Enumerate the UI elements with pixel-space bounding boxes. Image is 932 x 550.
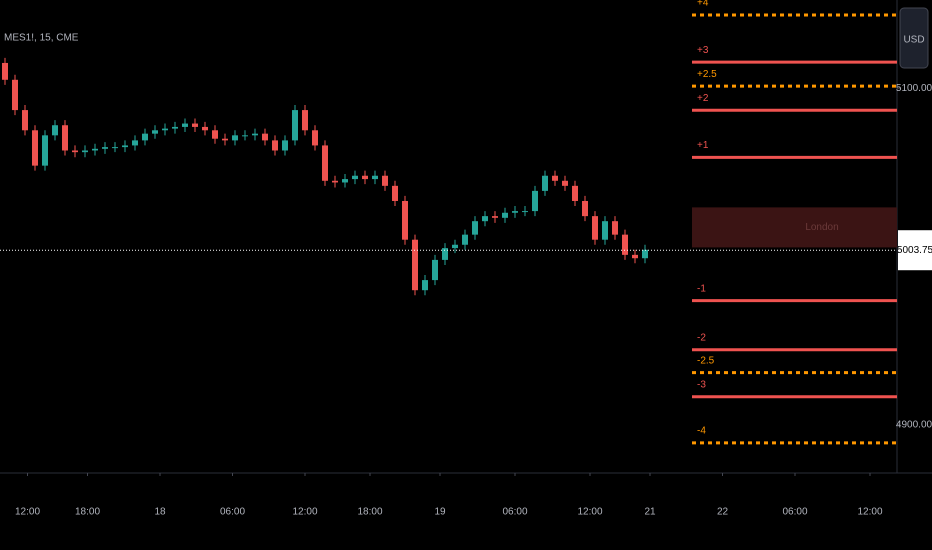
level-label: +2.5 xyxy=(697,69,717,80)
candle-body xyxy=(242,135,248,137)
candle-body xyxy=(632,254,638,259)
candle-body xyxy=(552,175,558,181)
x-tick-label: 21 xyxy=(644,507,656,518)
level-label: +2 xyxy=(697,93,709,104)
last-price-box xyxy=(898,230,932,271)
candle-body xyxy=(182,123,188,127)
level-label: -2 xyxy=(697,332,706,343)
symbol-title: MES1!, 15, CME xyxy=(4,33,79,44)
candle-body xyxy=(22,110,28,131)
candle-body xyxy=(412,239,418,291)
candle-body xyxy=(492,216,498,218)
level-label: -3 xyxy=(697,379,706,390)
candle-body xyxy=(392,185,398,201)
candle-body xyxy=(42,135,48,166)
candle-body xyxy=(602,221,608,240)
candle-body xyxy=(262,133,268,141)
candle-body xyxy=(192,123,198,127)
candle-body xyxy=(322,145,328,181)
candle-body xyxy=(172,126,178,129)
y-tick-label: 5100.00 xyxy=(896,83,932,94)
candle-body xyxy=(302,110,308,131)
candle-body xyxy=(422,280,428,291)
level-label: +4 xyxy=(697,0,709,9)
candle-body xyxy=(372,175,378,180)
y-tick-label: 4900.00 xyxy=(896,419,932,430)
candle-body xyxy=(272,140,278,151)
candle-body xyxy=(542,175,548,191)
candle-body xyxy=(592,216,598,240)
candle-body xyxy=(532,190,538,212)
x-tick-label: 06:00 xyxy=(782,507,807,518)
zone-label: London xyxy=(805,222,838,233)
x-tick-label: 12:00 xyxy=(577,507,602,518)
x-tick-label: 18:00 xyxy=(75,507,100,518)
session-zone xyxy=(692,207,897,248)
x-tick-label: 12:00 xyxy=(857,507,882,518)
candle-body xyxy=(112,147,118,149)
candle-body xyxy=(452,244,458,249)
candle-body xyxy=(102,147,108,149)
candle-body xyxy=(512,211,518,213)
candle-body xyxy=(12,79,18,111)
candle-body xyxy=(502,212,508,218)
candle-body xyxy=(202,126,208,131)
last-price-label: 5003.75 xyxy=(897,245,932,256)
candle-body xyxy=(472,221,478,235)
currency-button[interactable] xyxy=(899,7,929,69)
x-tick-label: 22 xyxy=(717,507,729,518)
candle-body xyxy=(332,180,338,183)
candle-body xyxy=(352,175,358,180)
candle-body xyxy=(342,179,348,183)
level-label: -1 xyxy=(697,283,706,294)
candle-body xyxy=(362,175,368,180)
candle-body xyxy=(122,145,128,148)
candle-body xyxy=(442,248,448,260)
candle-body xyxy=(312,130,318,146)
candle-body xyxy=(582,200,588,217)
candle-body xyxy=(232,135,238,141)
candle-body xyxy=(152,130,158,134)
candle-body xyxy=(82,150,88,153)
currency-label[interactable]: USD xyxy=(903,35,924,46)
x-tick-label: 18:00 xyxy=(357,507,382,518)
candle-body xyxy=(612,221,618,235)
candle-body xyxy=(72,150,78,153)
candle-body xyxy=(142,133,148,141)
x-tick-label: 18 xyxy=(154,507,166,518)
candle-body xyxy=(222,138,228,141)
x-tick-label: 06:00 xyxy=(502,507,527,518)
candle-body xyxy=(562,180,568,186)
level-label: -4 xyxy=(697,426,706,437)
candle-body xyxy=(212,130,218,139)
candle-body xyxy=(92,148,98,151)
candle-body xyxy=(52,125,58,136)
candle-body xyxy=(432,259,438,281)
candle-body xyxy=(482,216,488,222)
x-tick-label: 12:00 xyxy=(15,507,40,518)
level-label: +3 xyxy=(697,45,709,56)
candle-body xyxy=(62,125,68,151)
candle-body xyxy=(642,249,648,259)
candle-body xyxy=(162,128,168,131)
x-tick-label: 19 xyxy=(434,507,446,518)
candle-body xyxy=(32,130,38,166)
candle-body xyxy=(282,140,288,151)
candle-body xyxy=(292,110,298,141)
candle-body xyxy=(382,175,388,186)
candle-body xyxy=(252,133,258,136)
candle-body xyxy=(522,211,528,213)
candle-body xyxy=(462,234,468,245)
candle-body xyxy=(572,185,578,201)
candle-body xyxy=(132,140,138,146)
x-tick-label: 06:00 xyxy=(220,507,245,518)
x-tick-label: 12:00 xyxy=(292,507,317,518)
candle-body xyxy=(622,234,628,255)
candle-body xyxy=(402,200,408,240)
candle-body xyxy=(1,62,8,80)
level-label: +1 xyxy=(697,140,709,151)
level-label: -2.5 xyxy=(697,355,715,366)
